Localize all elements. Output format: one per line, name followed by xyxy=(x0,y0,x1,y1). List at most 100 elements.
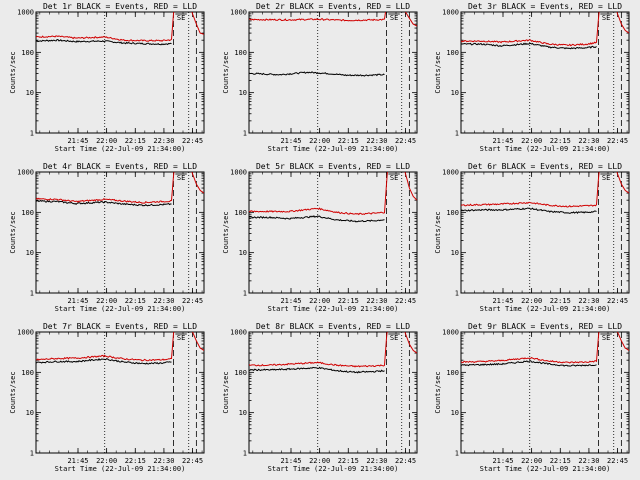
y-axis-label: Counts/sec xyxy=(9,51,17,93)
x-tick-label: 22:15 xyxy=(125,457,146,465)
x-tick-label: 21:45 xyxy=(492,457,513,465)
y-tick-label: 1000 xyxy=(17,9,34,17)
y-tick-label: 1 xyxy=(455,450,459,458)
series-line-events xyxy=(249,71,385,77)
x-axis-label: Start Time (22-Jul-09 21:34:00) xyxy=(268,305,399,313)
y-tick-label: 10 xyxy=(451,409,459,417)
panel-det-9: Det 9r BLACK = Events, RED = LLD 1 10 100 10… xyxy=(434,322,630,473)
panel-det-3: Det 3r BLACK = Events, RED = LLD 1 10 100 10… xyxy=(434,2,630,153)
y-tick-label: 100 xyxy=(446,49,459,57)
y-axis-label: Counts/sec xyxy=(222,211,230,253)
x-tick-label: 22:00 xyxy=(96,457,117,465)
y-tick-label: 10 xyxy=(26,89,34,97)
y-tick-label: 1000 xyxy=(230,329,247,337)
y-tick-label: 100 xyxy=(446,209,459,217)
x-tick-label: 22:15 xyxy=(550,457,571,465)
saa-label: SE xyxy=(390,14,398,22)
y-axis-label: Counts/sec xyxy=(9,211,17,253)
series-line-events xyxy=(461,42,597,50)
series-line-lld xyxy=(461,12,629,47)
x-tick-label: 21:45 xyxy=(280,137,301,145)
x-tick-label: 22:30 xyxy=(366,137,387,145)
y-tick-label: 1 xyxy=(30,130,34,138)
x-tick-label: 22:00 xyxy=(521,137,542,145)
x-tick-label: 22:30 xyxy=(578,457,599,465)
x-tick-label: 22:00 xyxy=(96,297,117,305)
y-tick-label: 1000 xyxy=(17,169,34,177)
series-line-events xyxy=(36,39,172,46)
y-tick-label: 1 xyxy=(455,290,459,298)
panel-title: Det 7r BLACK = Events, RED = LLD xyxy=(43,322,197,331)
y-tick-label: 10 xyxy=(26,409,34,417)
x-tick-label: 22:30 xyxy=(366,457,387,465)
panel-det-6: Det 6r BLACK = Events, RED = LLD 1 10 100 10… xyxy=(434,162,630,313)
y-tick-label: 10 xyxy=(451,89,459,97)
y-tick-label: 10 xyxy=(239,89,247,97)
x-tick-label: 22:15 xyxy=(125,137,146,145)
x-tick-label: 22:00 xyxy=(309,457,330,465)
x-tick-label: 22:45 xyxy=(607,457,628,465)
saa-label: SE xyxy=(390,334,398,342)
series-line-events xyxy=(249,215,385,223)
panel-det-2: Det 2r BLACK = Events, RED = LLD 1 10 100 10… xyxy=(222,2,418,153)
y-axis-label: Counts/sec xyxy=(222,51,230,93)
panel-title: Det 8r BLACK = Events, RED = LLD xyxy=(256,322,410,331)
x-tick-label: 22:45 xyxy=(395,137,416,145)
y-tick-label: 1 xyxy=(243,130,247,138)
panel-det-7: Det 7r BLACK = Events, RED = LLD 1 10 100 10… xyxy=(9,322,205,473)
x-tick-label: 22:45 xyxy=(395,457,416,465)
x-axis-label: Start Time (22-Jul-09 21:34:00) xyxy=(268,465,399,473)
y-axis-label: Counts/sec xyxy=(434,211,442,253)
x-tick-label: 22:30 xyxy=(366,297,387,305)
panel-title: Det 1r BLACK = Events, RED = LLD xyxy=(43,2,197,11)
plot-frame xyxy=(460,11,630,134)
x-axis-label: Start Time (22-Jul-09 21:34:00) xyxy=(55,145,186,153)
plot-frame xyxy=(248,331,418,454)
series-line-events xyxy=(461,207,597,215)
panel-det-4: Det 4r BLACK = Events, RED = LLD 1 10 100 10… xyxy=(9,162,205,313)
series-line-events xyxy=(249,366,385,374)
panel-title: Det 6r BLACK = Events, RED = LLD xyxy=(468,162,622,171)
plot-frame xyxy=(248,11,418,134)
y-tick-label: 1 xyxy=(243,450,247,458)
x-tick-label: 22:15 xyxy=(125,297,146,305)
y-axis-label: Counts/sec xyxy=(222,371,230,413)
x-tick-label: 22:15 xyxy=(338,297,359,305)
series-line-lld xyxy=(36,172,204,204)
x-tick-label: 21:45 xyxy=(492,137,513,145)
x-tick-label: 22:45 xyxy=(182,137,203,145)
x-tick-label: 21:45 xyxy=(492,297,513,305)
y-tick-label: 1 xyxy=(30,450,34,458)
y-axis-label: Counts/sec xyxy=(434,371,442,413)
x-tick-label: 22:00 xyxy=(96,137,117,145)
y-tick-label: 100 xyxy=(21,209,34,217)
y-tick-label: 1 xyxy=(30,290,34,298)
panel-title: Det 5r BLACK = Events, RED = LLD xyxy=(256,162,410,171)
x-tick-label: 21:45 xyxy=(67,137,88,145)
x-tick-label: 22:30 xyxy=(153,137,174,145)
series-line-lld xyxy=(36,12,204,42)
saa-label: SE xyxy=(602,334,610,342)
x-tick-label: 22:15 xyxy=(550,297,571,305)
saa-label: SE xyxy=(177,334,185,342)
x-tick-label: 22:30 xyxy=(153,297,174,305)
series-line-lld xyxy=(461,332,629,364)
saa-label: SE xyxy=(390,174,398,182)
x-tick-label: 22:00 xyxy=(309,297,330,305)
panel-title: Det 9r BLACK = Events, RED = LLD xyxy=(468,322,622,331)
x-tick-label: 22:45 xyxy=(607,137,628,145)
panel-det-5: Det 5r BLACK = Events, RED = LLD 1 10 100 10… xyxy=(222,162,418,313)
x-tick-label: 22:30 xyxy=(153,457,174,465)
series-line-events xyxy=(36,357,172,365)
y-tick-label: 1 xyxy=(243,290,247,298)
x-axis-label: Start Time (22-Jul-09 21:34:00) xyxy=(480,305,611,313)
x-tick-label: 22:15 xyxy=(338,457,359,465)
plot-frame xyxy=(248,171,418,294)
saa-label: SE xyxy=(177,174,185,182)
x-tick-label: 21:45 xyxy=(280,297,301,305)
x-axis-label: Start Time (22-Jul-09 21:34:00) xyxy=(55,305,186,313)
y-tick-label: 10 xyxy=(26,249,34,257)
x-axis-label: Start Time (22-Jul-09 21:34:00) xyxy=(268,145,399,153)
